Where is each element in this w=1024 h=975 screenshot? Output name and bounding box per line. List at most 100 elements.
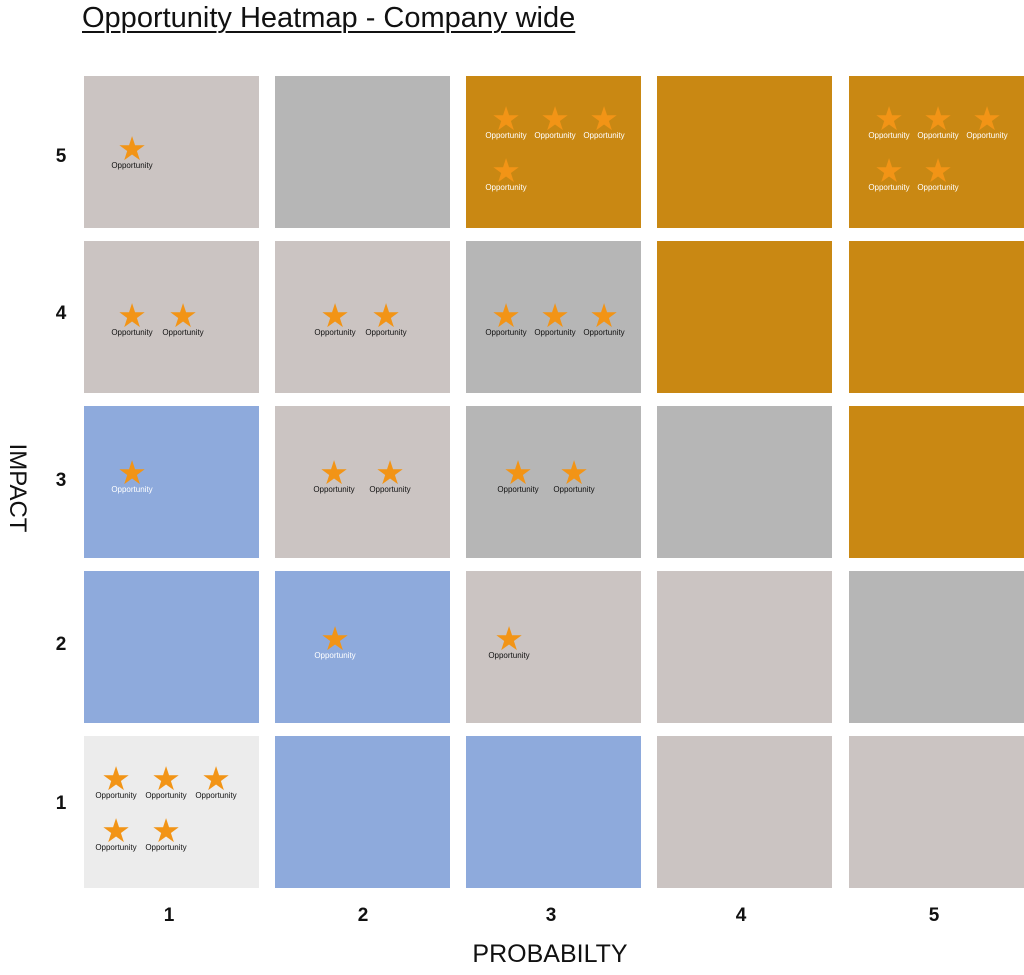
heatmap-cell-p2-i1 — [275, 736, 450, 888]
opportunity-label: Opportunity — [868, 131, 910, 140]
opportunity-marker: ★ Opportunity — [86, 812, 146, 852]
y-tick-label: 1 — [55, 793, 67, 814]
opportunity-marker: ★ Opportunity — [476, 100, 536, 140]
heatmap-cell-p1-i4 — [84, 241, 259, 393]
opportunity-label: Opportunity — [145, 791, 187, 800]
x-tick-label: 2 — [357, 905, 369, 926]
heatmap-cell-p1-i5 — [84, 76, 259, 228]
heatmap-cell-p5-i5 — [849, 76, 1024, 228]
star-icon: ★ — [589, 297, 619, 334]
star-icon: ★ — [371, 297, 401, 334]
opportunity-marker: ★ Opportunity — [186, 760, 246, 800]
opportunity-marker: ★ Opportunity — [476, 152, 536, 192]
star-icon: ★ — [972, 100, 1002, 137]
opportunity-marker: ★ Opportunity — [574, 100, 634, 140]
heatmap-cell-p3-i1 — [466, 736, 641, 888]
star-icon: ★ — [151, 812, 181, 849]
opportunity-marker: ★ Opportunity — [544, 454, 604, 494]
opportunity-marker: ★ Opportunity — [304, 454, 364, 494]
heatmap-cell-p1-i3 — [84, 406, 259, 558]
star-icon: ★ — [101, 812, 131, 849]
star-icon: ★ — [319, 454, 349, 491]
star-icon: ★ — [117, 130, 147, 167]
star-icon: ★ — [874, 152, 904, 189]
opportunity-marker: ★ Opportunity — [476, 297, 536, 337]
opportunity-marker: ★ Opportunity — [153, 299, 213, 337]
opportunity-label: Opportunity — [583, 328, 625, 337]
star-icon: ★ — [151, 760, 181, 797]
opportunity-marker: ★ Opportunity — [488, 454, 548, 494]
star-icon: ★ — [491, 100, 521, 137]
opportunity-label: Opportunity — [111, 328, 153, 337]
heatmap-cell-p5-i3 — [849, 406, 1024, 558]
opportunity-label: Opportunity — [488, 651, 530, 660]
heatmap-cell-p3-i3 — [466, 406, 641, 558]
heatmap-cell-p3-i2 — [466, 571, 641, 723]
opportunity-label: Opportunity — [868, 183, 910, 192]
opportunity-marker: ★ Opportunity — [859, 100, 919, 140]
opportunity-marker: ★ Opportunity — [136, 760, 196, 800]
opportunity-marker: ★ Opportunity — [479, 620, 539, 660]
star-icon: ★ — [117, 454, 147, 491]
heatmap-cell-p4-i2 — [657, 571, 832, 723]
star-icon: ★ — [117, 297, 147, 334]
star-icon: ★ — [923, 152, 953, 189]
opportunity-marker: ★ Opportunity — [525, 100, 585, 140]
star-icon: ★ — [589, 100, 619, 137]
opportunity-marker: ★ Opportunity — [305, 620, 365, 660]
opportunity-marker: ★ Opportunity — [102, 454, 162, 494]
opportunity-label: Opportunity — [145, 843, 187, 852]
opportunity-marker: ★ Opportunity — [86, 762, 146, 800]
opportunity-marker: ★ Opportunity — [102, 297, 162, 337]
heatmap-cell-p2-i5 — [275, 76, 450, 228]
opportunity-label: Opportunity — [195, 791, 237, 800]
star-icon: ★ — [540, 100, 570, 137]
opportunity-label: Opportunity — [485, 183, 527, 192]
opportunity-marker: ★ Opportunity — [136, 812, 196, 852]
y-axis-label: IMPACT — [4, 443, 31, 533]
star-icon: ★ — [540, 297, 570, 334]
star-icon: ★ — [201, 760, 231, 797]
star-icon: ★ — [494, 620, 524, 657]
opportunity-label: Opportunity — [111, 161, 153, 170]
opportunity-marker: ★ Opportunity — [957, 100, 1017, 140]
heatmap-cell-p5-i1 — [849, 736, 1024, 888]
heatmap-cell-p4-i3 — [657, 406, 832, 558]
star-icon: ★ — [503, 454, 533, 491]
star-icon: ★ — [559, 454, 589, 491]
heatmap-cell-p3-i5 — [466, 76, 641, 228]
heatmap-cell-p3-i4 — [466, 241, 641, 393]
y-tick-label: 5 — [55, 146, 67, 167]
opportunity-label: Opportunity — [583, 131, 625, 140]
heatmap-cell-p4-i5 — [657, 76, 832, 228]
star-icon: ★ — [491, 152, 521, 189]
opportunity-label: Opportunity — [313, 485, 355, 494]
opportunity-label: Opportunity — [485, 328, 527, 337]
opportunity-marker: ★ Opportunity — [908, 102, 968, 140]
star-icon: ★ — [874, 100, 904, 137]
x-tick-label: 5 — [928, 905, 940, 926]
y-tick-label: 2 — [55, 634, 67, 655]
opportunity-label: Opportunity — [497, 485, 539, 494]
heatmap-cell-p1-i2 — [84, 571, 259, 723]
opportunity-marker: ★ Opportunity — [102, 130, 162, 170]
opportunity-marker: ★ Opportunity — [908, 152, 968, 192]
opportunity-marker: ★ Opportunity — [525, 297, 585, 337]
x-tick-label: 3 — [545, 905, 557, 926]
star-icon: ★ — [320, 297, 350, 334]
opportunity-label: Opportunity — [111, 485, 153, 494]
opportunity-label: Opportunity — [917, 131, 959, 140]
x-tick-label: 4 — [735, 905, 747, 926]
opportunity-label: Opportunity — [917, 183, 959, 192]
chart-title: Opportunity Heatmap - Company wide — [82, 2, 576, 34]
opportunity-label: Opportunity — [95, 843, 137, 852]
heatmap-cell-p4-i1 — [657, 736, 832, 888]
star-icon: ★ — [320, 620, 350, 657]
opportunity-marker: ★ Opportunity — [574, 297, 634, 337]
opportunity-label: Opportunity — [369, 485, 411, 494]
y-tick-label: 3 — [55, 470, 67, 491]
opportunity-label: Opportunity — [485, 131, 527, 140]
opportunity-label: Opportunity — [314, 328, 356, 337]
star-icon: ★ — [491, 297, 521, 334]
